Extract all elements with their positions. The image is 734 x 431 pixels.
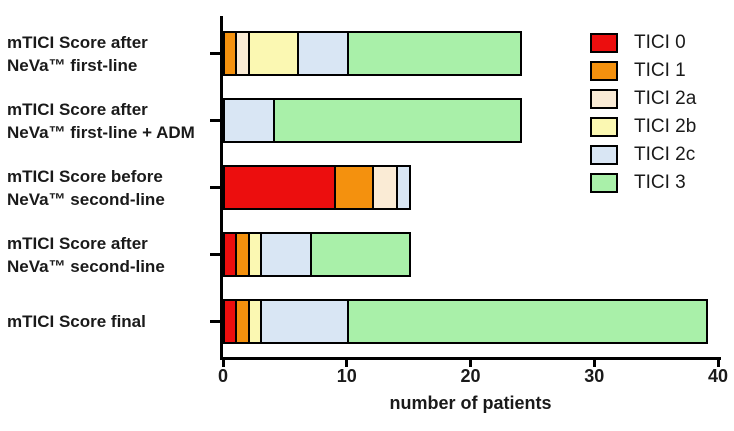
bar-segment-tici-2c xyxy=(297,31,349,76)
legend-item: TICI 2a xyxy=(590,85,696,113)
category-label-line: NeVa™ first-line xyxy=(7,55,138,75)
x-axis-line xyxy=(220,357,721,360)
legend-item: TICI 2c xyxy=(590,141,695,169)
legend-swatch-tici-0 xyxy=(590,33,618,53)
legend-swatch-tici-3 xyxy=(590,173,618,193)
bar-segment-tici-2c xyxy=(396,165,411,210)
legend-label: TICI 2c xyxy=(634,144,696,165)
category-label-line: NeVa™ second-line xyxy=(7,256,165,276)
bar-segment-tici-3 xyxy=(346,299,708,344)
bar-segment-tici-3 xyxy=(272,98,522,143)
x-axis-tick-label: 10 xyxy=(336,366,357,386)
bar-segment-tici-2c xyxy=(260,299,349,344)
y-axis-tick xyxy=(210,52,221,55)
legend-swatch-tici-2b xyxy=(590,117,618,137)
legend-label: TICI 3 xyxy=(634,172,686,193)
x-axis-tick-label: 0 xyxy=(217,366,228,386)
category-label: mTICI Score final xyxy=(7,299,215,344)
legend-item: TICI 3 xyxy=(590,169,686,197)
x-axis-tick-label: 20 xyxy=(460,366,481,386)
legend-label: TICI 0 xyxy=(634,32,686,53)
legend-item: TICI 0 xyxy=(590,29,686,57)
bar-segment-tici-2c xyxy=(223,98,275,143)
legend-item: TICI 2b xyxy=(590,113,696,141)
category-label-line: NeVa™ second-line xyxy=(7,189,165,209)
category-label: mTICI Score after NeVa™ second-line xyxy=(7,232,215,277)
x-axis-tick xyxy=(221,360,225,367)
x-axis-tick xyxy=(592,360,596,367)
category-label: mTICI Score before NeVa™ second-line xyxy=(7,165,215,210)
legend-swatch-tici-2c xyxy=(590,145,618,165)
category-label-line: mTICI Score after xyxy=(7,99,148,119)
legend-label: TICI 2a xyxy=(634,88,697,109)
bar-segment-tici-2a xyxy=(371,165,399,210)
legend-swatch-tici-1 xyxy=(590,61,618,81)
legend-label: TICI 1 xyxy=(634,60,686,81)
bar-segment-tici-1 xyxy=(334,165,374,210)
category-label: mTICI Score after NeVa™ first-line + ADM xyxy=(7,98,215,143)
category-label-line: mTICI Score after xyxy=(7,233,148,253)
legend-label: TICI 2b xyxy=(634,116,697,137)
category-label-line: mTICI Score final xyxy=(7,312,146,331)
category-label-line: mTICI Score after xyxy=(7,32,148,52)
category-label: mTICI Score after NeVa™ first-line xyxy=(7,31,215,76)
x-axis-tick xyxy=(345,360,349,367)
x-axis-tick xyxy=(469,360,472,367)
y-axis-tick xyxy=(210,119,221,122)
legend-swatch-tici-2a xyxy=(590,89,618,109)
y-axis-tick xyxy=(210,320,221,323)
x-axis-tick-label: 40 xyxy=(707,366,729,386)
bar-segment-tici-3 xyxy=(346,31,522,76)
legend-item: TICI 1 xyxy=(590,57,686,85)
bar-segment-tici-3 xyxy=(309,232,411,277)
category-label-line: mTICI Score before xyxy=(7,166,163,186)
x-axis-tick-label: 30 xyxy=(584,366,605,386)
y-axis-tick xyxy=(210,253,221,256)
bar-segment-tici-2c xyxy=(260,232,312,277)
bar-segment-tici-0 xyxy=(223,165,337,210)
bar-segment-tici-2b xyxy=(247,31,300,76)
x-axis-title: number of patients xyxy=(389,393,552,413)
y-axis-tick xyxy=(210,186,221,189)
category-label-line: NeVa™ first-line + ADM xyxy=(7,122,195,142)
x-axis-tick xyxy=(716,360,720,367)
y-axis-line xyxy=(220,16,223,360)
